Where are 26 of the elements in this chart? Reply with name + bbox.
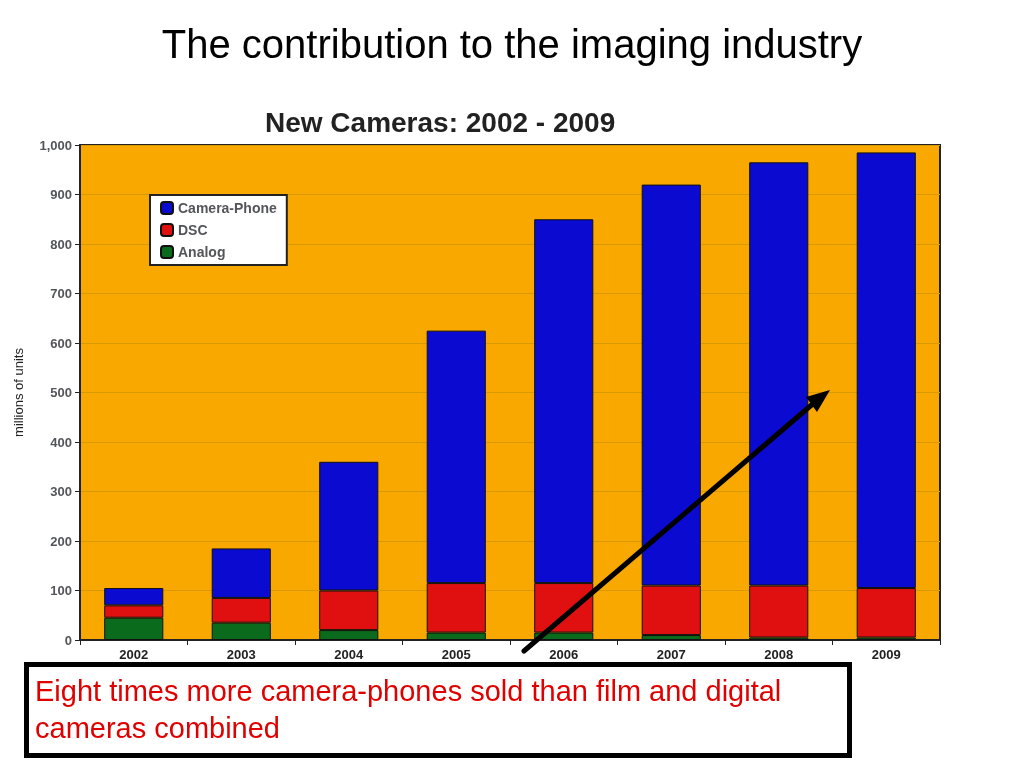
y-tick-label: 0 xyxy=(64,632,72,648)
x-tick-label: 2004 xyxy=(334,647,364,662)
y-tick-label: 900 xyxy=(50,187,72,202)
x-tick-label: 2005 xyxy=(441,647,471,662)
chart-subtitle: New Cameras: 2002 - 2009 xyxy=(265,106,616,138)
y-tick-label: 1,000 xyxy=(39,137,72,153)
y-axis-title: millions of units xyxy=(11,347,26,437)
y-tick-label: 300 xyxy=(50,484,72,499)
y-tick-label: 400 xyxy=(50,434,72,450)
y-tick-label: 100 xyxy=(50,583,72,598)
x-tick-label: 2008 xyxy=(764,647,794,662)
text: Eight times more camera-phones sold than film and digital cameras combined xyxy=(24,662,852,758)
legend-label: Analog xyxy=(178,244,226,260)
x-tick-label: 2003 xyxy=(226,647,256,662)
x-tick-label: 2002 xyxy=(119,647,149,662)
y-tick-label: 500 xyxy=(50,385,72,400)
legend-label: Camera-Phone xyxy=(178,200,278,216)
x-tick-label: 2009 xyxy=(871,647,901,662)
y-tick-label: 200 xyxy=(50,533,72,549)
y-tick-label: 800 xyxy=(50,236,72,252)
x-tick-label: 2007 xyxy=(656,647,686,662)
chart-title: The contribution to the imaging industry xyxy=(160,22,864,67)
y-tick-label: 700 xyxy=(50,286,72,301)
y-tick-label: 600 xyxy=(50,335,72,351)
x-tick-label: 2006 xyxy=(549,647,579,662)
legend-label: DSC xyxy=(178,222,208,238)
